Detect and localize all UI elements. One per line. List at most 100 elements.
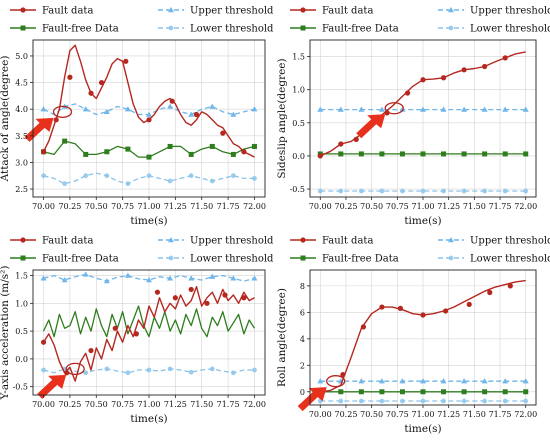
data-point-upper bbox=[317, 106, 324, 112]
x-tick-label: 71.50 bbox=[190, 400, 213, 409]
data-point-fault-free bbox=[420, 151, 426, 157]
x-axis-title: time(s) bbox=[404, 423, 441, 435]
data-point-fault-free bbox=[104, 149, 110, 155]
data-point-fault bbox=[112, 325, 118, 331]
fault-arrow bbox=[37, 374, 67, 399]
data-point-lower bbox=[338, 398, 344, 404]
x-axis-title: time(s) bbox=[130, 215, 167, 227]
data-point-fault-free bbox=[441, 151, 447, 157]
x-tick-label: 71.00 bbox=[138, 202, 161, 211]
data-point-fault bbox=[466, 301, 472, 308]
x-tick-label: 72.00 bbox=[243, 400, 266, 409]
x-tick-label: 70.75 bbox=[386, 410, 409, 419]
fault-highlight-ellipse bbox=[52, 105, 73, 118]
x-tick-label: 71.75 bbox=[217, 400, 240, 409]
data-point-lower bbox=[379, 398, 385, 404]
data-point-fault bbox=[507, 283, 513, 289]
data-point-fault-free bbox=[338, 389, 344, 395]
plot-area bbox=[40, 271, 258, 382]
x-tick-label: 71.00 bbox=[412, 410, 435, 419]
x-tick-label: 71.50 bbox=[463, 410, 486, 419]
data-point-fault-free bbox=[482, 151, 488, 157]
legend-label: Lower threshold bbox=[470, 24, 550, 35]
data-point-lower bbox=[167, 366, 173, 372]
chart-panel-4: 70.00 70.25 70.50 70.75 71.00 71.25 71.50 71.75… bbox=[276, 269, 537, 435]
y-tick-label: -0.5 bbox=[290, 185, 305, 194]
data-point-lower bbox=[502, 398, 508, 404]
data-point-fault bbox=[379, 304, 385, 310]
data-point-fault bbox=[241, 149, 247, 155]
data-point-lower bbox=[230, 370, 236, 376]
data-point-fault bbox=[384, 110, 390, 116]
data-point-lower bbox=[146, 367, 152, 373]
data-point-fault-free bbox=[523, 151, 529, 157]
legend-swatch-marker bbox=[20, 7, 26, 13]
data-point-upper bbox=[522, 378, 529, 384]
data-point-upper bbox=[82, 271, 89, 277]
data-point-upper bbox=[251, 106, 258, 112]
data-point-fault-free bbox=[209, 143, 215, 149]
y-tick-label: 6 bbox=[300, 308, 305, 317]
legend-swatch-marker bbox=[20, 255, 26, 261]
data-point-fault-free bbox=[523, 389, 529, 395]
data-point-lower bbox=[461, 398, 467, 404]
data-point-fault-free bbox=[62, 138, 68, 144]
legend-label: Lower threshold bbox=[190, 254, 274, 265]
x-tick-label: 72.00 bbox=[243, 202, 266, 211]
plot-area bbox=[317, 279, 529, 404]
legend-label: Fault-free Data bbox=[322, 254, 399, 265]
legend-label: Upper threshold bbox=[470, 236, 550, 247]
data-point-lower bbox=[125, 370, 131, 376]
data-point-lower bbox=[41, 173, 46, 179]
data-point-fault bbox=[404, 90, 411, 96]
data-point-upper bbox=[420, 106, 426, 112]
data-point-upper bbox=[209, 273, 216, 279]
legend: Fault data Fault-free Data Upper threshold… bbox=[290, 6, 550, 35]
data-point-lower bbox=[482, 398, 488, 404]
data-point-upper bbox=[188, 275, 195, 281]
data-point-upper bbox=[522, 106, 529, 112]
data-point-fault bbox=[146, 117, 152, 123]
data-point-lower bbox=[41, 367, 46, 373]
data-point-upper bbox=[230, 111, 237, 117]
x-tick-label: 70.50 bbox=[85, 400, 108, 409]
x-tick-label: 71.00 bbox=[138, 400, 161, 409]
data-point-upper bbox=[378, 106, 385, 112]
data-point-fault bbox=[440, 75, 447, 81]
data-point-lower bbox=[146, 173, 152, 179]
legend-label: Upper threshold bbox=[470, 6, 550, 17]
data-point-upper bbox=[146, 111, 152, 117]
y-tick-label: 4.0 bbox=[15, 105, 28, 114]
data-point-lower bbox=[420, 188, 426, 194]
x-tick-label: 70.25 bbox=[335, 202, 358, 211]
data-point-upper bbox=[440, 378, 447, 384]
data-point-fault bbox=[397, 305, 403, 311]
x-tick-label: 70.25 bbox=[58, 400, 81, 409]
x-tick-label: 70.00 bbox=[32, 202, 55, 211]
data-point-upper bbox=[251, 275, 258, 281]
data-point-fault-free bbox=[125, 146, 131, 152]
data-point-lower bbox=[461, 188, 467, 194]
legend-label: Fault data bbox=[42, 6, 93, 17]
data-point-lower bbox=[441, 398, 446, 404]
y-axis-title: Roll angle(degree) bbox=[276, 288, 288, 387]
series-line-fault-free bbox=[42, 305, 256, 338]
data-point-upper bbox=[40, 275, 47, 281]
legend-label: Lower threshold bbox=[470, 254, 550, 265]
data-point-fault-free bbox=[358, 389, 364, 395]
data-point-lower bbox=[188, 173, 194, 179]
data-point-fault-free bbox=[188, 151, 194, 157]
x-tick-label: 70.75 bbox=[111, 400, 134, 409]
data-point-upper bbox=[440, 106, 447, 112]
y-tick-label: 0.0 bbox=[15, 355, 28, 364]
data-point-fault-free bbox=[146, 154, 152, 160]
data-point-fault bbox=[88, 347, 94, 354]
data-point-lower bbox=[358, 188, 364, 194]
y-tick-label: 1.5 bbox=[15, 272, 28, 281]
x-tick-label: 71.25 bbox=[437, 202, 460, 211]
data-point-upper bbox=[337, 106, 344, 112]
data-point-upper bbox=[420, 378, 426, 384]
data-point-lower bbox=[83, 173, 89, 179]
y-axis-title: Sideslip angle(degree) bbox=[276, 58, 288, 178]
x-tick-label: 70.50 bbox=[360, 410, 383, 419]
